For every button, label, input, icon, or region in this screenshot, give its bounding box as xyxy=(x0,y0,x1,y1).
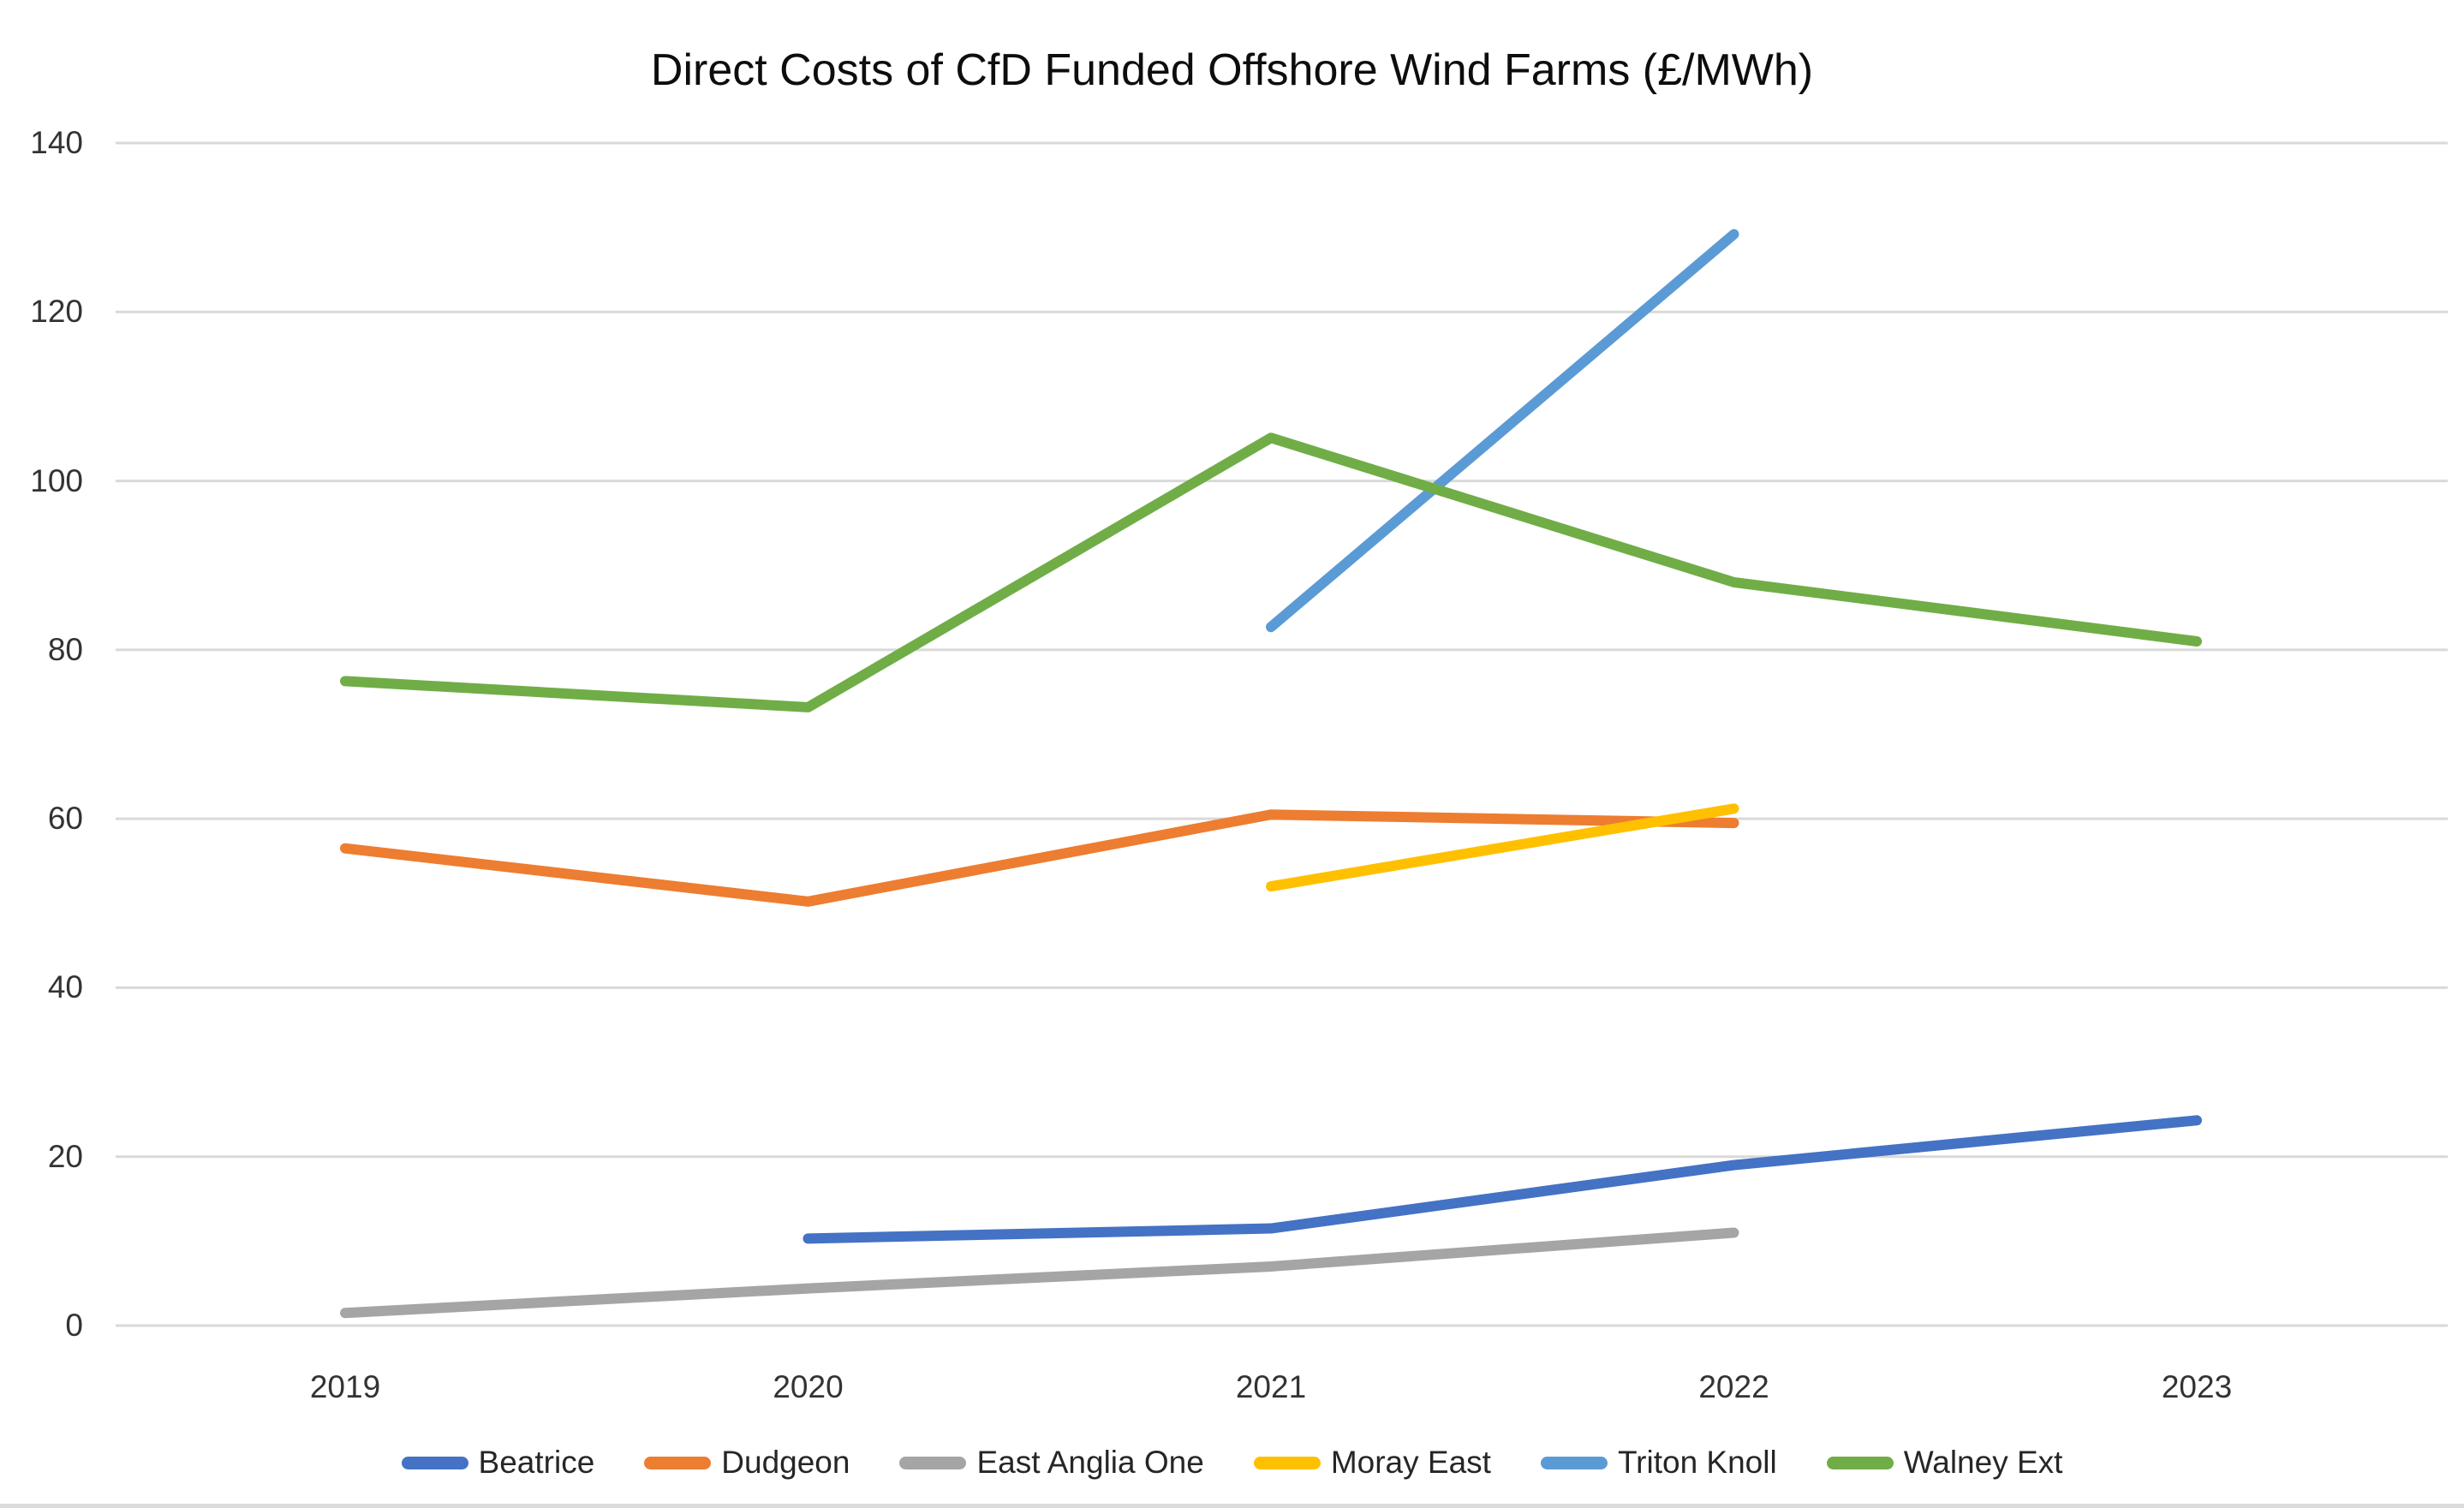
legend-swatch-icon xyxy=(1540,1456,1608,1469)
series-line-beatrice xyxy=(802,1115,2202,1244)
legend-item-triton-knoll: Triton Knoll xyxy=(1540,1444,1777,1481)
y-tick-label: 40 xyxy=(47,969,83,1005)
legend-label: Walney Ext xyxy=(1903,1445,2063,1480)
x-tick-label: 2022 xyxy=(1698,1369,1769,1404)
x-tick-label: 2020 xyxy=(773,1369,844,1404)
legend-item-east-anglia-one: East Anglia One xyxy=(899,1444,1204,1481)
legend-label: Triton Knoll xyxy=(1617,1445,1777,1480)
legend-label: Dudgeon xyxy=(721,1445,850,1480)
legend-swatch-icon xyxy=(644,1456,712,1469)
y-tick-label: 100 xyxy=(30,462,83,498)
bottom-edge xyxy=(0,1504,2464,1508)
legend-item-beatrice: Beatrice xyxy=(401,1444,595,1481)
y-tick-label: 140 xyxy=(30,125,83,160)
y-tick-label: 60 xyxy=(47,801,83,837)
y-tick-label: 120 xyxy=(30,294,83,330)
y-tick-label: 80 xyxy=(47,631,83,667)
legend-swatch-icon xyxy=(1253,1456,1321,1469)
legend-label: Beatrice xyxy=(478,1445,595,1480)
legend-item-moray-east: Moray East xyxy=(1253,1444,1491,1481)
y-tick-label: 0 xyxy=(65,1308,83,1343)
y-tick-label: 20 xyxy=(47,1138,83,1174)
legend-swatch-icon xyxy=(899,1456,967,1469)
series-line-dudgeon xyxy=(340,809,1739,907)
x-tick-label: 2019 xyxy=(309,1369,381,1404)
x-tick-label: 2023 xyxy=(2161,1369,2233,1404)
legend: Beatrice Dudgeon East Anglia One Moray East… xyxy=(0,1444,2464,1481)
chart-title: Direct Costs of CfD Funded Offshore Wind… xyxy=(650,45,1814,95)
legend-swatch-icon xyxy=(1826,1456,1894,1469)
legend-label: East Anglia One xyxy=(976,1445,1204,1480)
legend-swatch-icon xyxy=(401,1456,468,1469)
legend-item-walney-ext: Walney Ext xyxy=(1826,1444,2063,1481)
series-line-triton-knoll xyxy=(1266,229,1739,633)
series-line-walney-ext xyxy=(340,432,2202,712)
legend-item-dudgeon: Dudgeon xyxy=(644,1444,850,1481)
series-line-moray-east xyxy=(1266,803,1739,892)
series-line-east-anglia-one xyxy=(340,1227,1739,1319)
legend-label: Moray East xyxy=(1330,1445,1491,1480)
x-tick-label: 2021 xyxy=(1235,1369,1307,1404)
